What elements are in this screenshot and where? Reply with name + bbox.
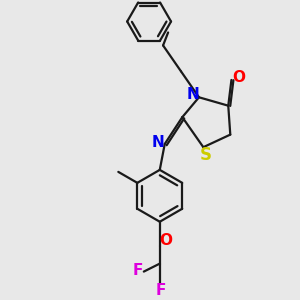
- Text: O: O: [159, 233, 172, 248]
- Text: S: S: [199, 146, 211, 164]
- Text: N: N: [152, 136, 164, 151]
- Text: N: N: [187, 87, 200, 102]
- Text: O: O: [232, 70, 245, 86]
- Text: F: F: [156, 283, 166, 298]
- Text: F: F: [133, 263, 143, 278]
